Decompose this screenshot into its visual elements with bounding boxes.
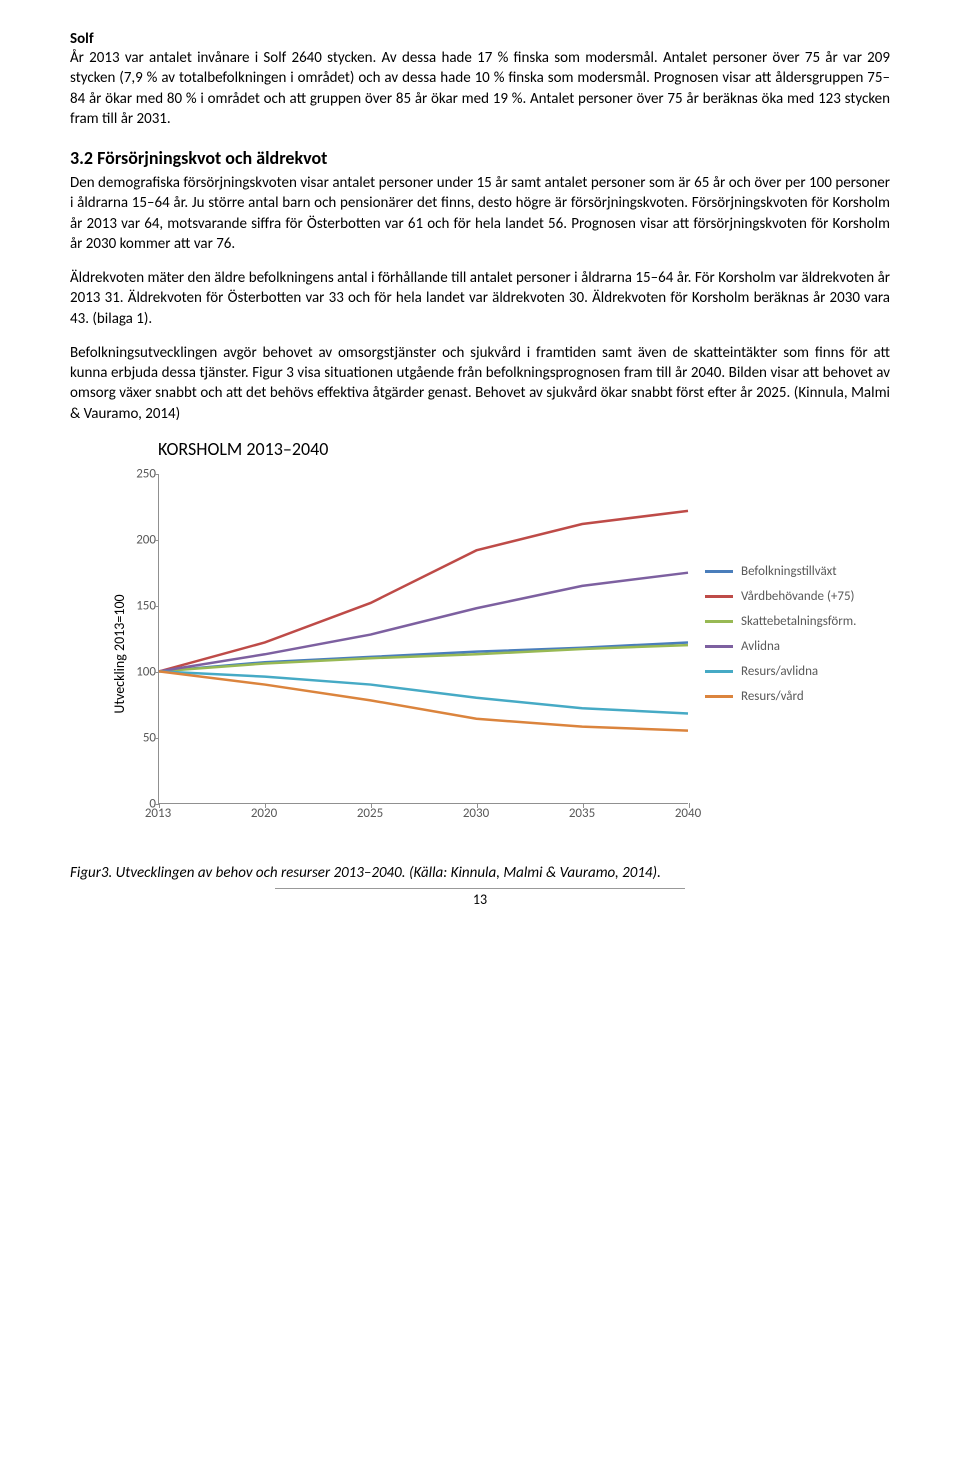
section-3-2-p3: Befolkningsutvecklingen avgör behovet av… xyxy=(70,343,890,424)
x-tick-label: 2030 xyxy=(463,806,489,821)
chart-title: KORSHOLM 2013–2040 xyxy=(158,438,890,460)
page-number: 13 xyxy=(275,888,685,908)
legend-swatch xyxy=(705,570,733,573)
legend-label: Resurs/avlidna xyxy=(741,664,818,679)
legend-swatch xyxy=(705,695,733,698)
legend-item: Resurs/avlidna xyxy=(705,664,856,679)
section-3-2-p1: Den demografiska försörjningskvoten visa… xyxy=(70,173,890,254)
series-line xyxy=(159,671,688,713)
legend-swatch xyxy=(705,670,733,673)
x-tick-label: 2013 xyxy=(145,806,171,821)
legend-item: Befolkningstillväxt xyxy=(705,564,856,579)
legend-label: Skattebetalningsförm. xyxy=(741,614,856,629)
x-tick-label: 2035 xyxy=(569,806,595,821)
legend-item: Avlidna xyxy=(705,639,856,654)
legend: Befolkningstillväxt Vårdbehövande (+75) Sk… xyxy=(705,564,856,714)
x-tick-label: 2025 xyxy=(357,806,383,821)
chart-lines xyxy=(159,474,688,803)
legend-swatch xyxy=(705,595,733,598)
x-tick-label: 2020 xyxy=(251,806,277,821)
legend-swatch xyxy=(705,645,733,648)
legend-item: Vårdbehövande (+75) xyxy=(705,589,856,604)
x-tick-label: 2040 xyxy=(675,806,701,821)
y-ticks: 050100150200250 xyxy=(130,474,156,804)
section-3-2-heading: 3.2 Försörjningskvot och äldrekvot xyxy=(70,147,890,169)
legend-label: Befolkningstillväxt xyxy=(741,564,837,579)
legend-swatch xyxy=(705,620,733,623)
legend-label: Resurs/vård xyxy=(741,689,804,704)
solf-paragraph: År 2013 var antalet invånare i Solf 2640… xyxy=(70,48,890,129)
y-axis-label: Utveckling 2013=100 xyxy=(111,594,128,713)
legend-label: Vårdbehövande (+75) xyxy=(741,589,855,604)
legend-label: Avlidna xyxy=(741,639,780,654)
chart-container: Utveckling 2013=100 050100150200250 2013… xyxy=(70,464,890,844)
figure-caption: Figur3. Utvecklingen av behov och resurs… xyxy=(70,864,890,882)
section-3-2-p2: Äldrekvoten mäter den äldre befolkningen… xyxy=(70,268,890,329)
series-line xyxy=(159,671,688,730)
solf-heading: Solf xyxy=(70,30,890,48)
legend-item: Resurs/vård xyxy=(705,689,856,704)
legend-item: Skattebetalningsförm. xyxy=(705,614,856,629)
chart-area: 050100150200250 2013 2020 2025 2030 2035 2040… xyxy=(130,464,890,844)
plot-area xyxy=(158,474,688,804)
